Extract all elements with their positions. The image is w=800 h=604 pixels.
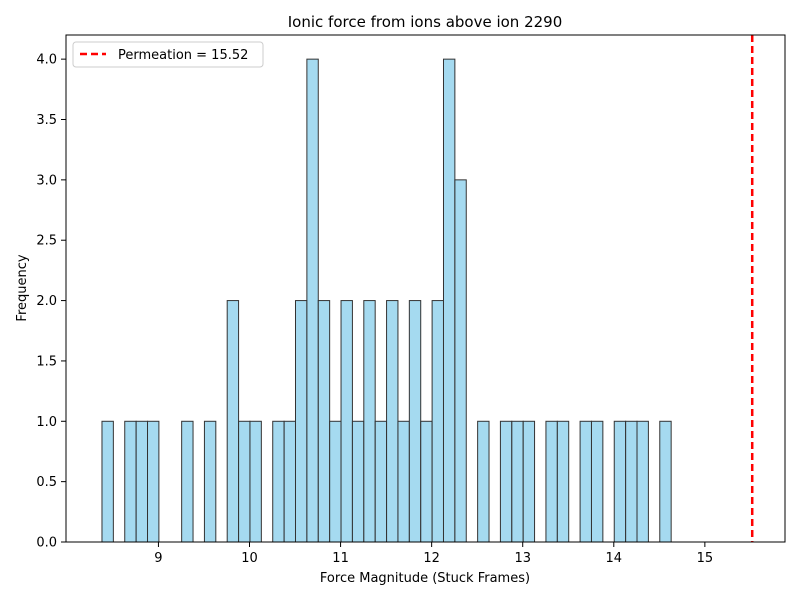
histogram-bar [442, 58, 456, 543]
histogram-bar [283, 420, 296, 543]
histogram-bar [363, 300, 376, 543]
histogram-bar [522, 420, 536, 543]
y-axis-ticks: 0.0 0.5 1.0 1.5 2.0 2.5 3.0 3.5 4.0 [36, 53, 66, 551]
y-tick-label: 3.5 [36, 113, 57, 128]
y-tick-label: 2.0 [36, 294, 57, 309]
histogram-bar [511, 420, 524, 543]
y-tick-label: 3.0 [36, 173, 57, 188]
histogram-bar [397, 420, 410, 543]
histogram-bar [226, 300, 240, 543]
y-tick-label: 0.0 [36, 536, 57, 551]
histogram-bar [477, 420, 490, 543]
histogram-bar [579, 420, 592, 543]
histogram-bar [124, 420, 137, 543]
histogram-bar [317, 300, 331, 543]
plot-frame [65, 34, 786, 543]
legend: Permeation = 15.52 [72, 41, 264, 68]
histogram-bar [306, 58, 319, 543]
histogram-bar [101, 420, 114, 543]
histogram-bar [340, 300, 353, 543]
x-tick-label: 10 [241, 551, 258, 566]
chart-title: Ionic force from ions above ion 2290 [288, 13, 563, 31]
histogram-bar [454, 179, 467, 543]
x-tick-label: 13 [514, 551, 531, 566]
histogram-bar [351, 420, 365, 543]
histogram-bar [659, 420, 672, 543]
histogram-bar [420, 420, 433, 543]
histogram-bar [135, 420, 149, 543]
x-tick-label: 9 [154, 551, 162, 566]
histogram-bar [329, 420, 342, 543]
histogram-bar [181, 420, 194, 543]
y-tick-label: 1.0 [36, 415, 57, 430]
y-tick-label: 0.5 [36, 475, 57, 490]
histogram-bar [590, 420, 604, 543]
x-tick-label: 14 [606, 551, 623, 566]
histogram-bar [431, 300, 444, 543]
x-axis-label: Force Magnitude (Stuck Frames) [320, 571, 530, 586]
histogram-bar [203, 420, 217, 543]
x-tick-label: 15 [697, 551, 714, 566]
histogram-bar [545, 420, 558, 543]
histogram-bar [238, 420, 251, 543]
y-axis-label: Frequency [15, 254, 30, 321]
histogram-bar [294, 300, 308, 543]
histogram-bar [625, 420, 638, 543]
x-tick-label: 12 [423, 551, 440, 566]
histogram-bar [147, 420, 160, 543]
histogram-bar [386, 300, 399, 543]
y-tick-label: 4.0 [36, 53, 57, 68]
histogram-bar [499, 420, 513, 543]
x-tick-label: 11 [332, 551, 349, 566]
legend-label: Permeation = 15.52 [118, 48, 248, 63]
histogram-bar [613, 420, 627, 543]
histogram-bar [636, 420, 649, 543]
histogram-bar [556, 420, 570, 543]
histogram-bar [272, 420, 285, 543]
legend-box [72, 41, 264, 68]
histogram-bar [408, 300, 422, 543]
histogram-bar [374, 420, 388, 543]
x-axis-ticks: 9 10 11 12 13 14 15 [154, 542, 713, 566]
histogram-bar [249, 420, 262, 543]
y-tick-label: 2.5 [36, 234, 57, 249]
y-tick-label: 1.5 [36, 354, 57, 369]
